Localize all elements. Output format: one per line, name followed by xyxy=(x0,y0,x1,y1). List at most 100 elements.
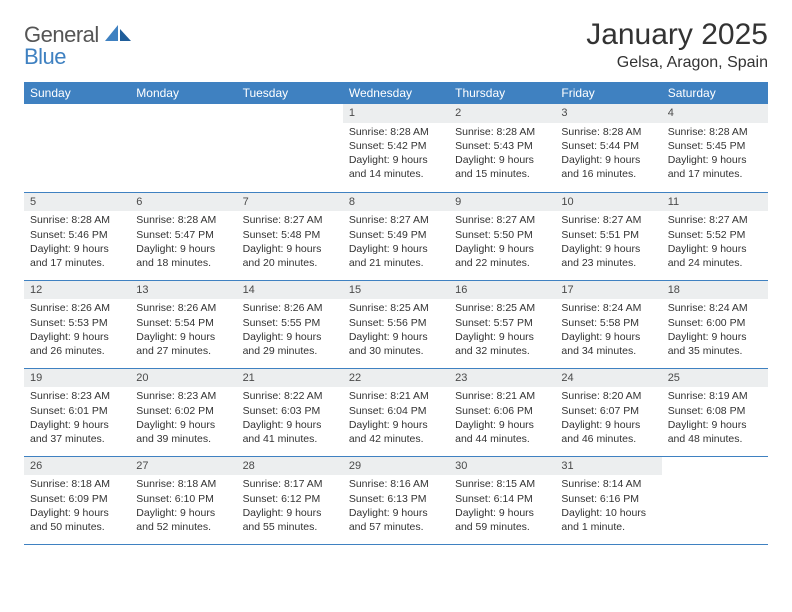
sunset-text: Sunset: 5:58 PM xyxy=(561,316,655,330)
calendar-cell xyxy=(130,104,236,192)
calendar-cell: 31Sunrise: 8:14 AMSunset: 6:16 PMDayligh… xyxy=(555,456,661,544)
daylight-text: Daylight: 9 hours and 22 minutes. xyxy=(455,242,549,270)
sunrise-text: Sunrise: 8:17 AM xyxy=(243,477,337,491)
daylight-text: Daylight: 9 hours and 35 minutes. xyxy=(668,330,762,358)
calendar-cell: 28Sunrise: 8:17 AMSunset: 6:12 PMDayligh… xyxy=(237,456,343,544)
day-details: Sunrise: 8:20 AMSunset: 6:07 PMDaylight:… xyxy=(555,387,661,450)
daylight-text: Daylight: 9 hours and 17 minutes. xyxy=(668,153,762,181)
sunset-text: Sunset: 5:42 PM xyxy=(349,139,443,153)
day-details: Sunrise: 8:23 AMSunset: 6:01 PMDaylight:… xyxy=(24,387,130,450)
sunset-text: Sunset: 6:10 PM xyxy=(136,492,230,506)
sunset-text: Sunset: 6:14 PM xyxy=(455,492,549,506)
sunset-text: Sunset: 5:48 PM xyxy=(243,228,337,242)
sunrise-text: Sunrise: 8:18 AM xyxy=(136,477,230,491)
header: General January 2025 Gelsa, Aragon, Spai… xyxy=(24,18,768,72)
daylight-text: Daylight: 9 hours and 55 minutes. xyxy=(243,506,337,534)
daylight-text: Daylight: 9 hours and 32 minutes. xyxy=(455,330,549,358)
daylight-text: Daylight: 9 hours and 15 minutes. xyxy=(455,153,549,181)
calendar-cell: 20Sunrise: 8:23 AMSunset: 6:02 PMDayligh… xyxy=(130,368,236,456)
logo-text-blue: Blue xyxy=(24,44,66,69)
col-sunday: Sunday xyxy=(24,82,130,104)
calendar-cell: 10Sunrise: 8:27 AMSunset: 5:51 PMDayligh… xyxy=(555,192,661,280)
day-details: Sunrise: 8:16 AMSunset: 6:13 PMDaylight:… xyxy=(343,475,449,538)
calendar-cell: 14Sunrise: 8:26 AMSunset: 5:55 PMDayligh… xyxy=(237,280,343,368)
day-number: 12 xyxy=(24,281,130,300)
day-number: 19 xyxy=(24,369,130,388)
day-number: 23 xyxy=(449,369,555,388)
sunrise-text: Sunrise: 8:28 AM xyxy=(136,213,230,227)
calendar-cell: 2Sunrise: 8:28 AMSunset: 5:43 PMDaylight… xyxy=(449,104,555,192)
day-details: Sunrise: 8:18 AMSunset: 6:10 PMDaylight:… xyxy=(130,475,236,538)
col-tuesday: Tuesday xyxy=(237,82,343,104)
daylight-text: Daylight: 10 hours and 1 minute. xyxy=(561,506,655,534)
day-details: Sunrise: 8:27 AMSunset: 5:51 PMDaylight:… xyxy=(555,211,661,274)
sunrise-text: Sunrise: 8:23 AM xyxy=(30,389,124,403)
sunset-text: Sunset: 5:50 PM xyxy=(455,228,549,242)
day-number: 3 xyxy=(555,104,661,123)
sunset-text: Sunset: 6:12 PM xyxy=(243,492,337,506)
sunset-text: Sunset: 5:51 PM xyxy=(561,228,655,242)
sunset-text: Sunset: 6:04 PM xyxy=(349,404,443,418)
day-number: 21 xyxy=(237,369,343,388)
daylight-text: Daylight: 9 hours and 20 minutes. xyxy=(243,242,337,270)
sunset-text: Sunset: 5:46 PM xyxy=(30,228,124,242)
calendar-row: 26Sunrise: 8:18 AMSunset: 6:09 PMDayligh… xyxy=(24,456,768,544)
day-details: Sunrise: 8:28 AMSunset: 5:46 PMDaylight:… xyxy=(24,211,130,274)
calendar-row: 12Sunrise: 8:26 AMSunset: 5:53 PMDayligh… xyxy=(24,280,768,368)
sunset-text: Sunset: 6:13 PM xyxy=(349,492,443,506)
daylight-text: Daylight: 9 hours and 48 minutes. xyxy=(668,418,762,446)
day-details: Sunrise: 8:19 AMSunset: 6:08 PMDaylight:… xyxy=(662,387,768,450)
day-number: 6 xyxy=(130,193,236,212)
sunset-text: Sunset: 5:43 PM xyxy=(455,139,549,153)
day-number: 2 xyxy=(449,104,555,123)
calendar-cell: 15Sunrise: 8:25 AMSunset: 5:56 PMDayligh… xyxy=(343,280,449,368)
day-number: 1 xyxy=(343,104,449,123)
title-block: January 2025 Gelsa, Aragon, Spain xyxy=(586,18,768,72)
calendar-cell: 9Sunrise: 8:27 AMSunset: 5:50 PMDaylight… xyxy=(449,192,555,280)
day-details: Sunrise: 8:22 AMSunset: 6:03 PMDaylight:… xyxy=(237,387,343,450)
day-details: Sunrise: 8:28 AMSunset: 5:44 PMDaylight:… xyxy=(555,123,661,186)
daylight-text: Daylight: 9 hours and 46 minutes. xyxy=(561,418,655,446)
sunset-text: Sunset: 5:53 PM xyxy=(30,316,124,330)
sunset-text: Sunset: 5:54 PM xyxy=(136,316,230,330)
sunrise-text: Sunrise: 8:18 AM xyxy=(30,477,124,491)
day-details: Sunrise: 8:25 AMSunset: 5:56 PMDaylight:… xyxy=(343,299,449,362)
day-details: Sunrise: 8:27 AMSunset: 5:52 PMDaylight:… xyxy=(662,211,768,274)
day-number: 31 xyxy=(555,457,661,476)
day-details: Sunrise: 8:23 AMSunset: 6:02 PMDaylight:… xyxy=(130,387,236,450)
calendar-cell: 25Sunrise: 8:19 AMSunset: 6:08 PMDayligh… xyxy=(662,368,768,456)
sunrise-text: Sunrise: 8:25 AM xyxy=(349,301,443,315)
day-details: Sunrise: 8:28 AMSunset: 5:45 PMDaylight:… xyxy=(662,123,768,186)
sunrise-text: Sunrise: 8:28 AM xyxy=(561,125,655,139)
col-friday: Friday xyxy=(555,82,661,104)
day-number: 29 xyxy=(343,457,449,476)
daylight-text: Daylight: 9 hours and 29 minutes. xyxy=(243,330,337,358)
sunset-text: Sunset: 5:56 PM xyxy=(349,316,443,330)
col-thursday: Thursday xyxy=(449,82,555,104)
calendar-cell: 7Sunrise: 8:27 AMSunset: 5:48 PMDaylight… xyxy=(237,192,343,280)
sunset-text: Sunset: 6:16 PM xyxy=(561,492,655,506)
calendar-cell xyxy=(237,104,343,192)
calendar-row: 19Sunrise: 8:23 AMSunset: 6:01 PMDayligh… xyxy=(24,368,768,456)
day-number: 7 xyxy=(237,193,343,212)
sunrise-text: Sunrise: 8:24 AM xyxy=(668,301,762,315)
day-number: 16 xyxy=(449,281,555,300)
day-details: Sunrise: 8:21 AMSunset: 6:06 PMDaylight:… xyxy=(449,387,555,450)
day-details: Sunrise: 8:27 AMSunset: 5:49 PMDaylight:… xyxy=(343,211,449,274)
daylight-text: Daylight: 9 hours and 59 minutes. xyxy=(455,506,549,534)
calendar-cell: 12Sunrise: 8:26 AMSunset: 5:53 PMDayligh… xyxy=(24,280,130,368)
day-details: Sunrise: 8:14 AMSunset: 6:16 PMDaylight:… xyxy=(555,475,661,538)
calendar-row: 1Sunrise: 8:28 AMSunset: 5:42 PMDaylight… xyxy=(24,104,768,192)
calendar-cell: 8Sunrise: 8:27 AMSunset: 5:49 PMDaylight… xyxy=(343,192,449,280)
sunset-text: Sunset: 5:49 PM xyxy=(349,228,443,242)
sunset-text: Sunset: 6:01 PM xyxy=(30,404,124,418)
day-details: Sunrise: 8:24 AMSunset: 5:58 PMDaylight:… xyxy=(555,299,661,362)
day-number: 15 xyxy=(343,281,449,300)
day-number: 18 xyxy=(662,281,768,300)
calendar-row: 5Sunrise: 8:28 AMSunset: 5:46 PMDaylight… xyxy=(24,192,768,280)
calendar-cell: 3Sunrise: 8:28 AMSunset: 5:44 PMDaylight… xyxy=(555,104,661,192)
day-details: Sunrise: 8:28 AMSunset: 5:42 PMDaylight:… xyxy=(343,123,449,186)
calendar-cell: 18Sunrise: 8:24 AMSunset: 6:00 PMDayligh… xyxy=(662,280,768,368)
daylight-text: Daylight: 9 hours and 41 minutes. xyxy=(243,418,337,446)
calendar-cell: 16Sunrise: 8:25 AMSunset: 5:57 PMDayligh… xyxy=(449,280,555,368)
